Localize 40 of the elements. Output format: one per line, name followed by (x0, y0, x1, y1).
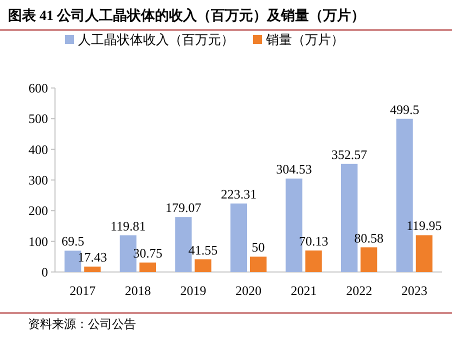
y-tick-label: 0 (42, 264, 48, 280)
bar (84, 266, 101, 272)
legend-label: 人工晶状体收入（百万元） (78, 32, 234, 47)
bar (194, 259, 212, 272)
data-label: 499.5 (390, 102, 420, 117)
data-label: 80.58 (354, 230, 384, 246)
data-label: 119.81 (110, 218, 146, 234)
y-tick-label: 600 (28, 80, 48, 96)
bar (360, 247, 378, 272)
bar (250, 256, 267, 272)
data-label: 179.07 (166, 200, 202, 216)
data-label: 69.5 (61, 234, 84, 249)
legend-label: 销量（万片） (265, 32, 344, 47)
bar (416, 235, 432, 272)
data-label: 30.75 (133, 246, 162, 261)
y-tick-label: 300 (28, 172, 48, 188)
x-tick-label: 2020 (236, 283, 262, 298)
data-label: 50 (252, 240, 265, 255)
x-tick-label: 2021 (290, 283, 317, 298)
text: 资料来源：公司公告 (28, 317, 136, 331)
data-label: 17.43 (78, 250, 108, 265)
x-tick-label: 2023 (401, 283, 428, 298)
x-tick-label: 2019 (180, 283, 206, 298)
y-tick-label: 100 (28, 234, 48, 249)
data-label: 119.95 (406, 218, 442, 234)
data-label: 223.31 (220, 186, 257, 202)
bar (139, 262, 156, 272)
bar (305, 250, 322, 272)
data-label: 304.53 (276, 162, 312, 177)
y-tick-label: 500 (28, 111, 48, 126)
data-label: 352.57 (331, 146, 368, 162)
x-tick-label: 2022 (346, 283, 372, 298)
title: 图表 41 公司人工晶状体的收入（百万元）及销量（万片） (8, 9, 365, 24)
y-tick-label: 400 (28, 142, 48, 157)
bar (230, 204, 247, 272)
x-tick-label: 2018 (124, 283, 151, 298)
data-label: 70.13 (298, 233, 328, 248)
y-tick-label: 200 (28, 203, 48, 218)
data-label: 41.55 (188, 242, 218, 258)
x-tick-label: 2017 (70, 283, 96, 298)
